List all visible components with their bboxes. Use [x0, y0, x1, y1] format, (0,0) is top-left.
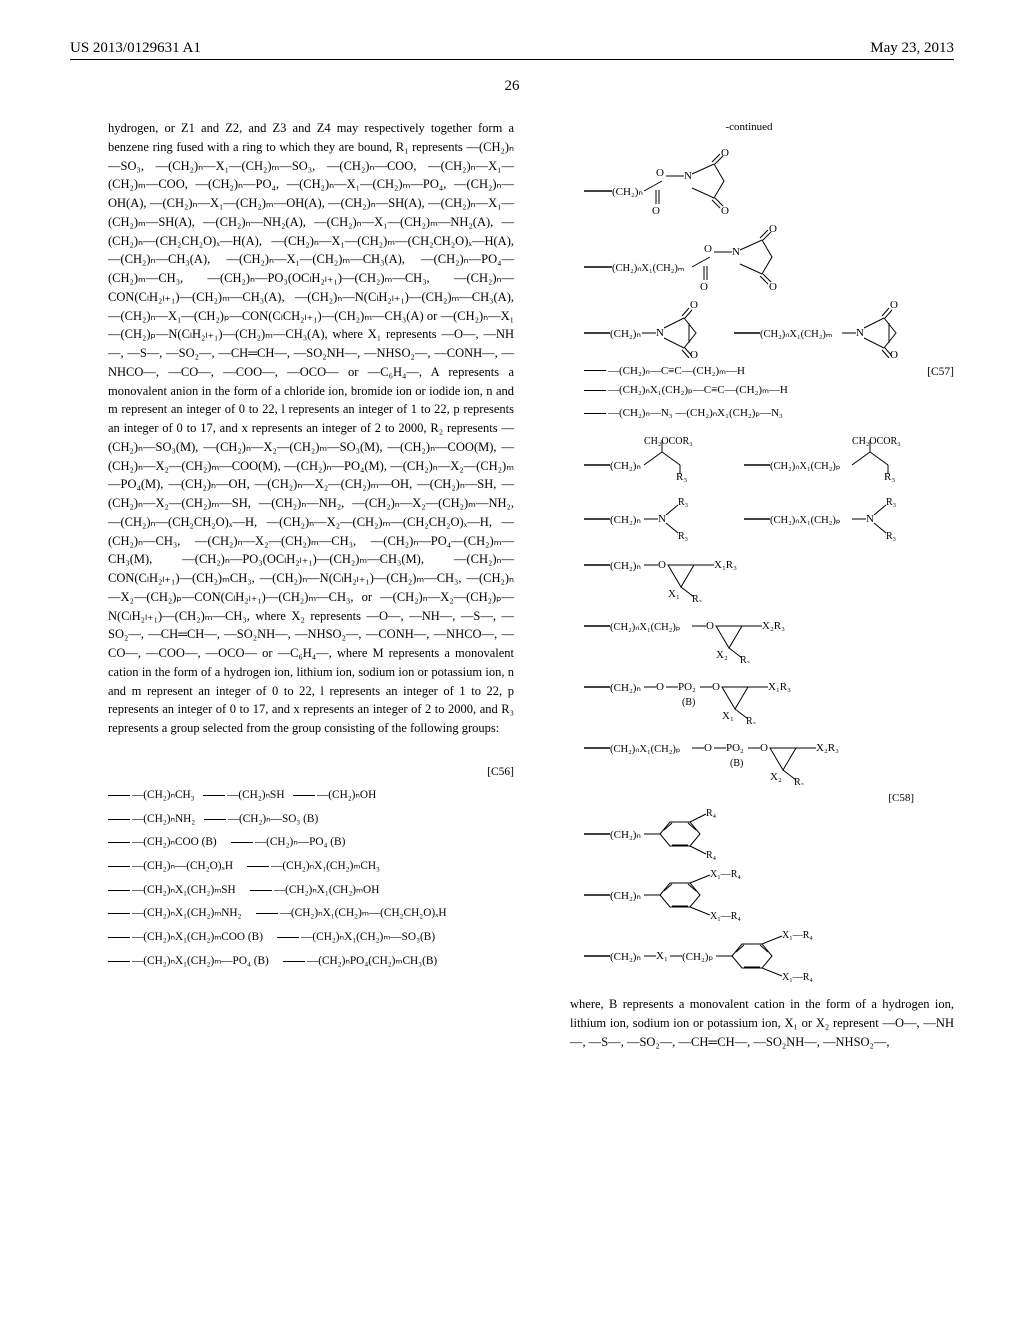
- benzene-structure-2: (CH₂)ₙ X₁—R₄ X₁—R₄: [584, 867, 904, 922]
- svg-text:O: O: [712, 681, 720, 693]
- glycerol-structures: (CH₂)ₙ CH₂OCOR₃ R₃ (CH₂)ₙX₁(CH₂)ₚ CH₂OCO…: [584, 430, 954, 485]
- svg-text:R₃: R₃: [886, 531, 896, 541]
- svg-text:CH₂OCOR₃: CH₂OCOR₃: [644, 436, 693, 447]
- svg-text:R₃: R₃: [886, 497, 896, 508]
- svg-text:X₂R₃: X₂R₃: [762, 620, 785, 632]
- benzene-structure-1: (CH₂)ₙ R₄ R₄: [584, 806, 784, 861]
- succinimide-structure-2: (CH₂)ₙX₁(CH₂)ₘ O O N O O: [584, 222, 794, 292]
- svg-text:N: N: [658, 513, 666, 525]
- svg-text:(CH₂)ₙX₁(CH₂)ₘ: (CH₂)ₙX₁(CH₂)ₘ: [760, 329, 833, 340]
- svg-text:(CH₂)ₙ: (CH₂)ₙ: [610, 890, 641, 902]
- publication-date: May 23, 2013: [870, 40, 954, 57]
- svg-text:R₃: R₃: [884, 471, 895, 483]
- svg-text:O: O: [658, 559, 666, 571]
- svg-text:R₃: R₃: [692, 594, 702, 602]
- svg-text:O: O: [760, 742, 768, 754]
- svg-text:N: N: [732, 246, 740, 258]
- page-number: 26: [70, 78, 954, 95]
- svg-text:O: O: [704, 742, 712, 754]
- svg-text:X₂R₃: X₂R₃: [816, 742, 839, 754]
- patent-number: US 2013/0129631 A1: [70, 40, 201, 57]
- svg-text:(CH₂)ₙX₁(CH₂)ₘ: (CH₂)ₙX₁(CH₂)ₘ: [612, 263, 685, 274]
- epoxide-structure-2: (CH₂)ₙX₁(CH₂)ₚ O X₂R₃ X₂ R₃: [584, 608, 884, 663]
- svg-text:O: O: [690, 349, 698, 358]
- svg-text:N: N: [866, 513, 874, 525]
- continued-label: -continued: [544, 119, 954, 136]
- svg-text:X₂: X₂: [770, 771, 782, 783]
- svg-text:(CH₂)ₙX₁(CH₂)ₚ: (CH₂)ₙX₁(CH₂)ₚ: [770, 515, 841, 526]
- svg-text:X₁—R₄: X₁—R₄: [710, 911, 741, 922]
- svg-text:(CH₂)ₙ: (CH₂)ₙ: [610, 560, 641, 572]
- svg-text:O: O: [890, 299, 898, 311]
- svg-text:(CH₂)ₙ: (CH₂)ₙ: [610, 829, 641, 841]
- svg-text:O: O: [721, 147, 729, 159]
- c56-label: [C56]: [487, 760, 514, 784]
- svg-text:PO₂: PO₂: [678, 681, 696, 693]
- svg-text:(CH₂)ₚ: (CH₂)ₚ: [682, 951, 713, 963]
- svg-text:O: O: [890, 349, 898, 358]
- c58-label: [C58]: [888, 792, 914, 804]
- svg-text:(CH₂)ₙ: (CH₂)ₙ: [610, 514, 641, 526]
- svg-text:O: O: [704, 243, 712, 255]
- svg-text:(CH₂)ₙ: (CH₂)ₙ: [610, 951, 641, 963]
- svg-text:O: O: [656, 167, 664, 179]
- svg-text:N: N: [656, 327, 664, 339]
- svg-text:R₄: R₄: [706, 850, 717, 861]
- svg-text:X₁R₃: X₁R₃: [768, 681, 791, 693]
- svg-text:(B): (B): [730, 758, 743, 769]
- left-column: hydrogen, or Z1 and Z2, and Z3 and Z4 ma…: [70, 119, 514, 1051]
- svg-text:(CH₂)ₙ: (CH₂)ₙ: [612, 186, 643, 198]
- benzene-structure-3: (CH₂)ₙ X₁ (CH₂)ₚ X₁—R₄ X₁—R₄: [584, 928, 954, 983]
- svg-text:X₂: X₂: [716, 649, 728, 661]
- svg-text:R₃: R₃: [746, 716, 756, 724]
- svg-text:R₃: R₃: [740, 655, 750, 663]
- svg-text:(CH₂)ₙX₁(CH₂)ₚ: (CH₂)ₙX₁(CH₂)ₚ: [610, 622, 681, 633]
- svg-text:O: O: [652, 205, 660, 216]
- svg-text:(CH₂)ₙX₁(CH₂)ₚ: (CH₂)ₙX₁(CH₂)ₚ: [770, 461, 841, 472]
- svg-text:R₃: R₃: [676, 471, 687, 483]
- svg-text:X₁: X₁: [722, 710, 734, 722]
- svg-text:CH₂OCOR₃: CH₂OCOR₃: [852, 436, 901, 447]
- amine-structures: (CH₂)ₙ N R₃ R₃ (CH₂)ₙX₁(CH₂)ₚ N R₃ R₃: [584, 491, 954, 541]
- svg-text:X₁: X₁: [668, 588, 680, 600]
- svg-text:O: O: [769, 223, 777, 235]
- chemical-structures: (CH₂)ₙ O O N O O (CH₂)ₙX₁(CH₂)ₘ: [544, 146, 954, 984]
- svg-text:(CH₂)ₙ: (CH₂)ₙ: [610, 682, 641, 694]
- right-column: -continued (CH₂)ₙ O O N O O: [544, 119, 954, 1051]
- svg-text:X₁—R₄: X₁—R₄: [710, 869, 741, 880]
- svg-text:N: N: [856, 327, 864, 339]
- svg-text:R₃: R₃: [678, 497, 688, 508]
- svg-text:O: O: [700, 281, 708, 292]
- c56-block: [C56] —(CH₂)ₙCH₃ —(CH₂)ₙSH —(CH₂)ₙOH —(C…: [108, 760, 514, 974]
- svg-text:(CH₂)ₙ: (CH₂)ₙ: [610, 328, 641, 340]
- footnote-text: where, B represents a monovalent cation …: [544, 995, 954, 1051]
- svg-text:O: O: [721, 205, 729, 216]
- svg-text:PO₂: PO₂: [726, 742, 744, 754]
- svg-text:N: N: [684, 170, 692, 182]
- succinimide-structure-1: (CH₂)ₙ O O N O O: [584, 146, 744, 216]
- maleimide-structures: (CH₂)ₙ N O O (CH₂)ₙX₁(CH₂)ₘ N: [584, 298, 924, 358]
- page-header: US 2013/0129631 A1 May 23, 2013: [70, 40, 954, 60]
- svg-text:R₄: R₄: [706, 808, 717, 819]
- phosphate-structure-2: (CH₂)ₙX₁(CH₂)ₚ O PO₂ O (B) X₂R₃ X₂ R₃: [584, 730, 954, 785]
- svg-text:X₁—R₄: X₁—R₄: [782, 930, 813, 941]
- phosphate-structure-1: (CH₂)ₙ O PO₂ O (B) X₁R₃ X₁ R₃: [584, 669, 904, 724]
- epoxide-structure-1: (CH₂)ₙ O X₁R₃ X₁ R₃: [584, 547, 824, 602]
- svg-text:X₁—R₄: X₁—R₄: [782, 972, 813, 983]
- svg-text:X₁R₃: X₁R₃: [714, 559, 737, 571]
- svg-text:(CH₂)ₙX₁(CH₂)ₚ: (CH₂)ₙX₁(CH₂)ₚ: [610, 744, 681, 755]
- svg-text:R₃: R₃: [678, 531, 688, 541]
- svg-text:(CH₂)ₙ: (CH₂)ₙ: [610, 460, 641, 472]
- svg-text:R₃: R₃: [794, 777, 804, 785]
- svg-text:O: O: [706, 620, 714, 632]
- svg-text:(B): (B): [682, 697, 695, 708]
- svg-text:O: O: [656, 681, 664, 693]
- claim-body-text: hydrogen, or Z1 and Z2, and Z3 and Z4 ma…: [108, 119, 514, 738]
- svg-text:X₁: X₁: [656, 950, 668, 962]
- svg-text:O: O: [690, 299, 698, 311]
- svg-text:O: O: [769, 281, 777, 292]
